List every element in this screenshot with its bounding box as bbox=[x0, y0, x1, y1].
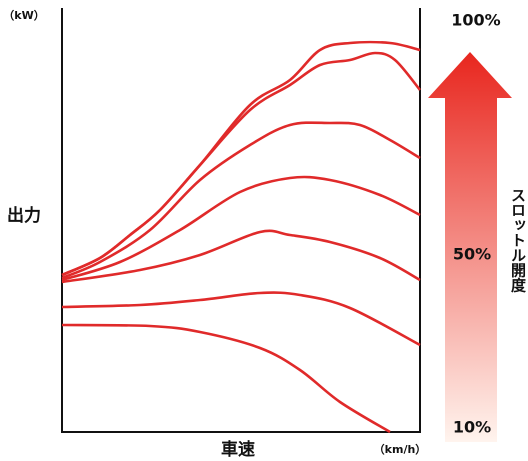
y-unit: （kW） bbox=[3, 9, 44, 22]
power-curve bbox=[61, 175, 421, 282]
power-curve bbox=[61, 51, 422, 277]
x-label: 車速 bbox=[221, 439, 255, 460]
legend-label: 50% bbox=[453, 245, 491, 264]
legend-label: 100% bbox=[451, 11, 500, 30]
power-curve bbox=[61, 40, 421, 277]
power-curve bbox=[61, 229, 421, 284]
power-curve bbox=[61, 121, 421, 280]
throttle-arrow bbox=[428, 52, 512, 442]
x-unit: （km/h） bbox=[374, 443, 427, 456]
power-curve bbox=[61, 323, 391, 434]
legend-title: スロットル開度 bbox=[509, 188, 527, 294]
power-curve bbox=[61, 291, 421, 347]
y-label: 出力 bbox=[7, 205, 41, 226]
legend-label: 10% bbox=[453, 418, 491, 437]
